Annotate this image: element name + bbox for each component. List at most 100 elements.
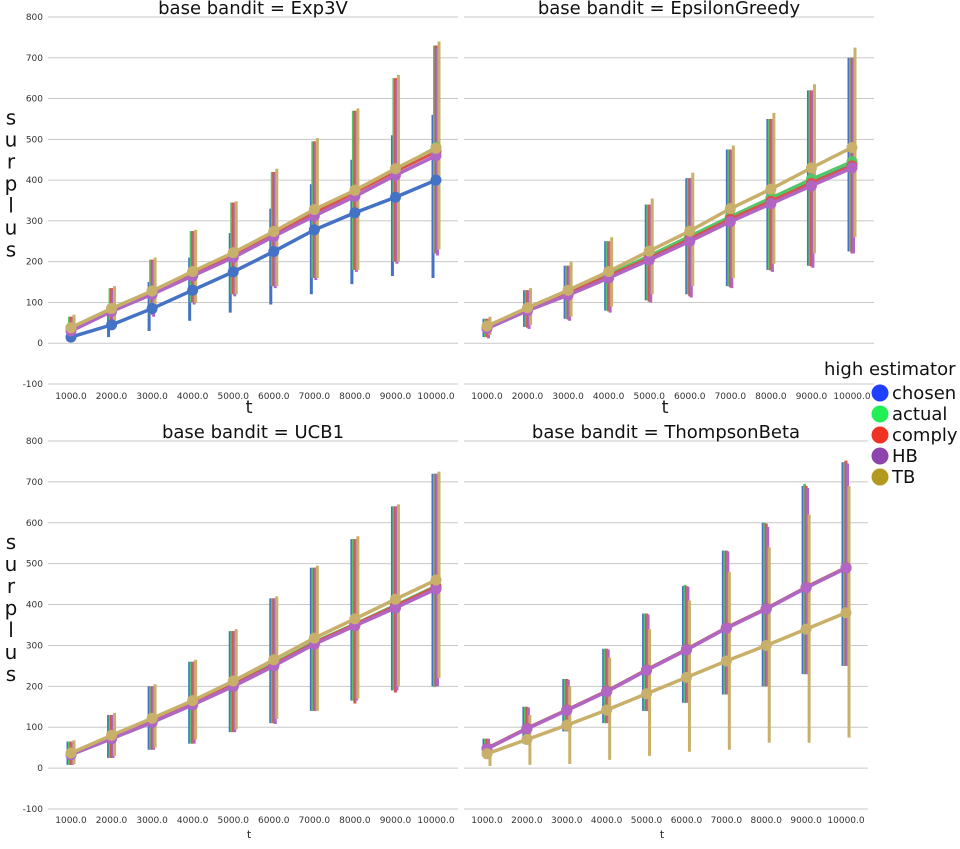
data-point-tb <box>561 719 573 731</box>
series-line-hb <box>486 166 853 331</box>
y-tick-label: 0 <box>37 764 43 774</box>
data-point-tb <box>481 320 493 332</box>
x-tick-label: 5000.0 <box>631 816 663 826</box>
y-axis-label-letter: u <box>5 216 18 240</box>
data-point-tb <box>227 247 239 259</box>
data-point-hb <box>389 602 401 614</box>
x-axis-label: t <box>660 828 665 841</box>
x-tick-label: 4000.0 <box>177 392 209 402</box>
x-tick-label: 9000.0 <box>380 816 412 826</box>
data-point-hb <box>846 162 858 174</box>
x-tick-label: 7000.0 <box>715 392 747 402</box>
x-tick-label: 2000.0 <box>96 816 128 826</box>
x-tick-label: 5000.0 <box>217 392 249 402</box>
data-point-tb <box>146 712 158 724</box>
data-point-hb <box>601 686 613 698</box>
x-tick-label: 9000.0 <box>796 392 828 402</box>
data-point-tb <box>562 284 574 296</box>
legend-marker-chosen <box>871 384 889 402</box>
legend-label-chosen: chosen <box>892 383 956 404</box>
x-tick-label: 1000.0 <box>471 816 503 826</box>
y-tick-label: 200 <box>26 258 43 268</box>
x-tick-label: 5000.0 <box>633 392 665 402</box>
x-tick-label: 7000.0 <box>299 392 331 402</box>
panel-title: base bandit = EpsilonGreedy <box>538 0 801 19</box>
data-point-tb <box>601 704 613 716</box>
x-tick-label: 6000.0 <box>258 392 290 402</box>
data-point-tb <box>389 163 401 175</box>
series-line-tb <box>70 146 437 330</box>
data-point-tb <box>720 655 732 667</box>
y-tick-label: 400 <box>26 601 43 611</box>
data-point-hb <box>561 704 573 716</box>
data-point-chosen <box>187 284 199 296</box>
y-tick-label: 600 <box>26 95 43 105</box>
x-tick-label: 8000.0 <box>339 392 371 402</box>
data-point-tb <box>430 142 442 154</box>
data-point-tb <box>680 671 692 683</box>
legend-label-actual: actual <box>892 404 947 425</box>
data-point-tb <box>760 639 772 651</box>
x-axis-label: t <box>245 397 252 418</box>
data-point-chosen <box>389 191 401 203</box>
panel-thompsonbeta: 1000.0 2000.0 3000.0 4000.0 5000.0 6000.0 7000… <box>464 422 868 841</box>
series-line-chosen <box>70 178 437 339</box>
legend-marker-actual <box>871 405 889 423</box>
x-tick-label: 7000.0 <box>711 816 743 826</box>
data-point-hb <box>760 603 772 615</box>
data-point-hb <box>840 562 852 574</box>
y-tick-label: 0 <box>37 339 43 349</box>
data-point-tb <box>389 593 401 605</box>
x-tick-label: 8000.0 <box>755 392 787 402</box>
y-tick-label: -100 <box>23 380 44 390</box>
data-point-hb <box>684 235 696 247</box>
data-point-tb <box>643 245 655 257</box>
legend-label-hb: HB <box>892 446 918 467</box>
x-tick-label: 6000.0 <box>671 816 703 826</box>
y-tick-label: 700 <box>26 54 43 64</box>
data-point-tb <box>187 695 199 707</box>
data-point-hb <box>765 198 777 210</box>
x-tick-label: 4000.0 <box>591 816 623 826</box>
series-line-hb <box>70 154 437 333</box>
x-tick-label: 8000.0 <box>339 816 371 826</box>
y-axis-label-letter: s <box>6 238 16 262</box>
data-point-tb <box>268 225 280 237</box>
x-axis-label: t <box>661 397 668 418</box>
x-tick-label: 3000.0 <box>551 816 583 826</box>
x-tick-label: 9000.0 <box>380 392 412 402</box>
series-line-tb <box>486 145 853 328</box>
panel-exp3v: -100 0 100 200 300 400 500 600 700 800 1000.0 2000.… <box>5 0 458 418</box>
x-tick-label: 1000.0 <box>471 392 503 402</box>
y-tick-label: 800 <box>26 13 43 23</box>
data-point-tb <box>308 632 320 644</box>
panel-epsilongreedy: 1000.0 2000.0 3000.0 4000.0 5000.0 6000.0 7000… <box>464 0 874 418</box>
data-point-chosen <box>430 174 442 186</box>
y-axis-label-letter: l <box>8 618 14 642</box>
data-point-hb <box>643 254 655 266</box>
y-axis-label-letter: u <box>5 128 18 152</box>
data-point-tb <box>522 302 534 314</box>
x-tick-label: 10000.0 <box>417 392 454 402</box>
legend-marker-comply <box>871 426 889 444</box>
data-point-tb <box>800 623 812 635</box>
data-point-chosen <box>227 266 239 278</box>
y-tick-label: 500 <box>26 135 43 145</box>
x-tick-label: 10000.0 <box>833 392 870 402</box>
series-line-hb <box>486 566 847 751</box>
series-line-tb <box>70 578 437 755</box>
panel-title: base bandit = ThompsonBeta <box>532 422 800 443</box>
data-point-tb <box>146 285 158 297</box>
data-point-tb <box>65 322 77 334</box>
data-point-tb <box>349 613 361 625</box>
x-tick-label: 1000.0 <box>55 392 87 402</box>
data-point-hb <box>430 583 442 595</box>
y-tick-label: 300 <box>26 217 43 227</box>
data-point-tb <box>187 265 199 277</box>
x-axis-label: t <box>247 828 252 841</box>
data-point-tb <box>765 183 777 195</box>
y-tick-label: 800 <box>26 437 43 447</box>
legend-label-tb: TB <box>891 467 915 488</box>
